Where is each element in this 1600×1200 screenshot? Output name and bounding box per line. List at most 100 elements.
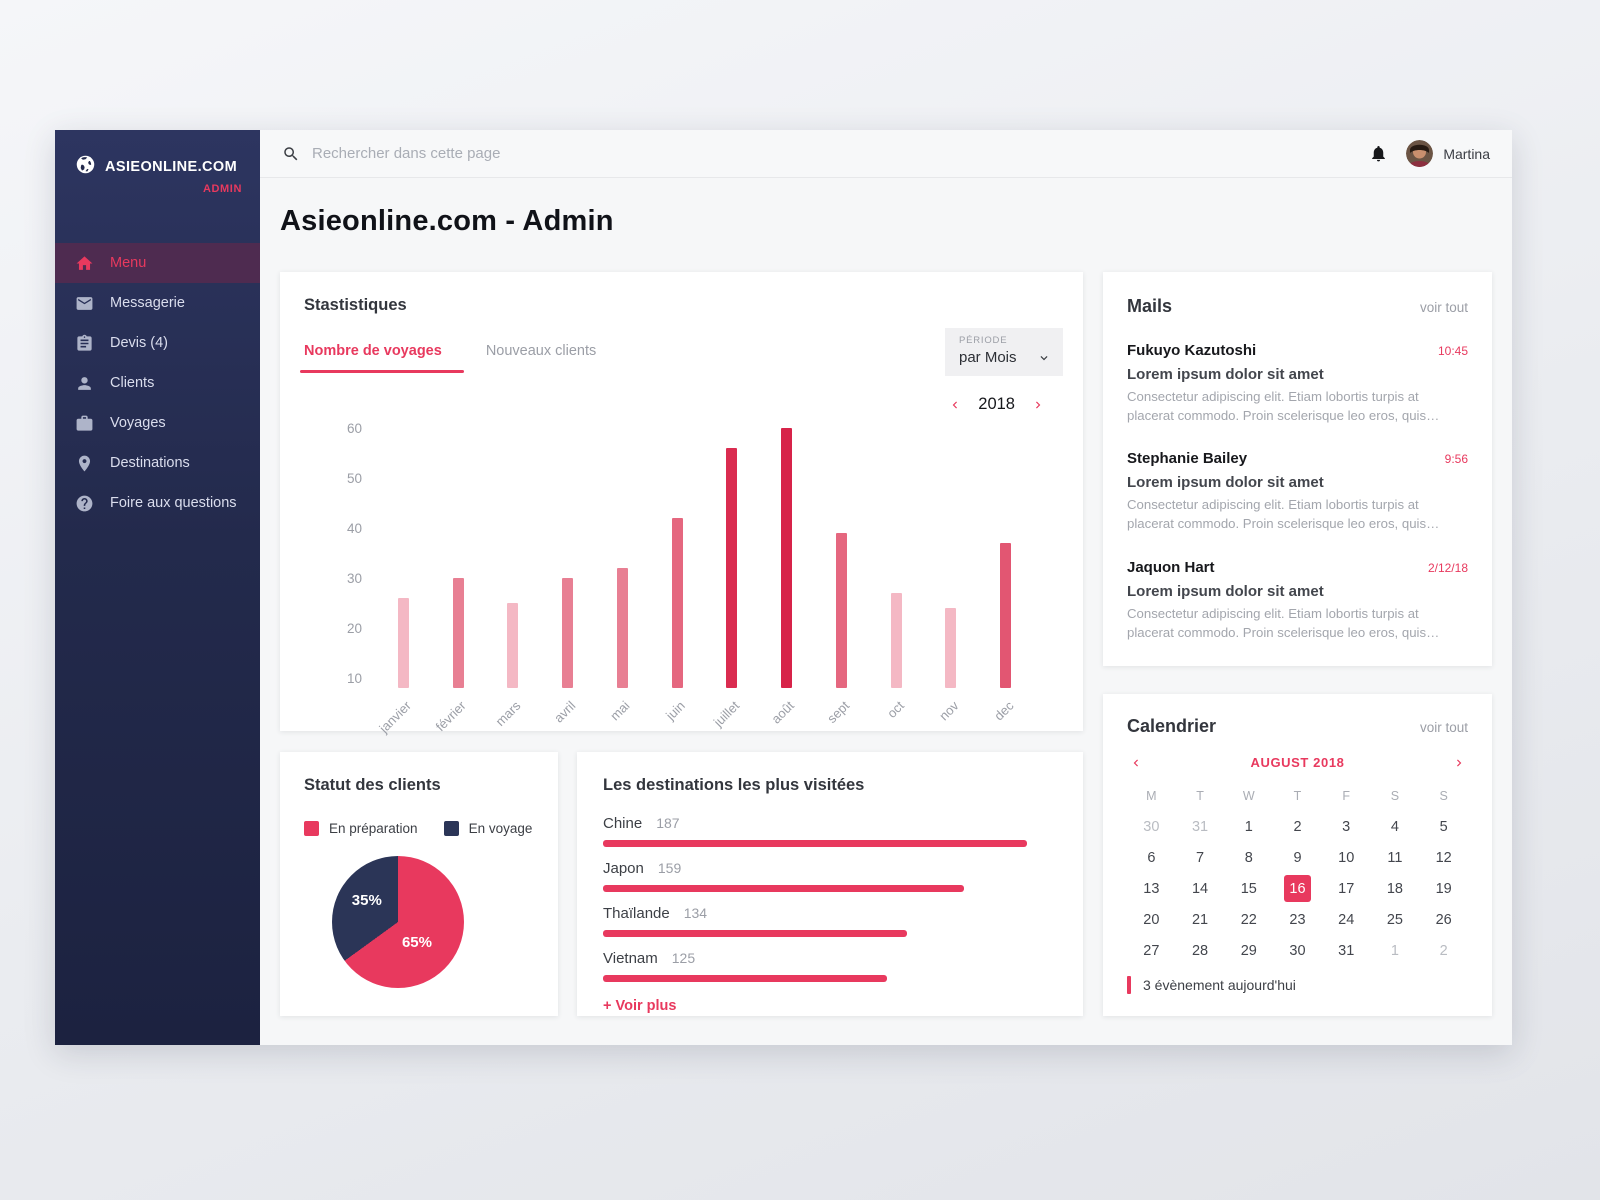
mail-item-head: Stephanie Bailey 9:56 [1127, 450, 1468, 467]
legend-label: En voyage [468, 821, 533, 836]
calendar-day-15[interactable]: 15 [1240, 880, 1257, 897]
calendar-day-30[interactable]: 30 [1143, 818, 1160, 835]
calendar-day-6[interactable]: 6 [1147, 849, 1156, 866]
bar [835, 533, 847, 688]
calendar-day-9[interactable]: 9 [1293, 849, 1302, 866]
calendar-day-17[interactable]: 17 [1338, 880, 1355, 897]
calendar-day-1[interactable]: 1 [1390, 942, 1399, 959]
calendar-grid: M T W T F S S 30 31 1 2 3 4 5 6 7 8 9 10 11 12 13 14 15 16 17 18 19… [1127, 780, 1468, 966]
sidebar-item-clients[interactable]: Clients [55, 363, 260, 403]
calendar-day-5[interactable]: 5 [1439, 818, 1448, 835]
user-menu[interactable]: Martina [1406, 140, 1490, 167]
user-name: Martina [1443, 145, 1490, 162]
calendar-day-31[interactable]: 31 [1191, 818, 1209, 835]
calendar-prev-icon[interactable] [1129, 756, 1143, 770]
mail-time: 2/12/18 [1427, 560, 1468, 575]
mail-sender: Stephanie Bailey [1127, 450, 1248, 468]
destination-value: 159 [657, 860, 682, 876]
year-next-icon[interactable] [1031, 398, 1045, 412]
calendar-day-20[interactable]: 20 [1143, 911, 1160, 928]
calendar-day-10[interactable]: 10 [1338, 849, 1355, 866]
calendar-view-all-link[interactable]: voir tout [1419, 720, 1468, 735]
destination-head: Thaïlande 134 [603, 905, 1057, 922]
bar [890, 593, 902, 688]
see-more-link[interactable]: + Voir plus [603, 998, 677, 1014]
sidebar-item-faq[interactable]: Foire aux questions [55, 483, 260, 523]
calendar-day-26[interactable]: 26 [1435, 911, 1452, 928]
chart-bar-février [431, 418, 486, 688]
tab-nombre-de-voyages[interactable]: Nombre de voyages [300, 343, 464, 373]
pie-legend: En préparation En voyage [304, 821, 534, 836]
destination-head: Japon 159 [603, 860, 1057, 877]
sidebar-item-label: Menu [110, 255, 147, 271]
calendar-day-8[interactable]: 8 [1244, 849, 1253, 866]
calendar-day-12[interactable]: 12 [1435, 849, 1452, 866]
year-prev-icon[interactable] [948, 398, 962, 412]
chart-bar-juin [650, 418, 705, 688]
calendar-day-27[interactable]: 27 [1143, 942, 1160, 959]
mails-view-all-link[interactable]: voir tout [1419, 300, 1468, 315]
sidebar-item-messagerie[interactable]: Messagerie [55, 283, 260, 323]
search-input[interactable] [312, 145, 732, 162]
calendar-day-22[interactable]: 22 [1240, 911, 1257, 928]
calendar-day-7[interactable]: 7 [1196, 849, 1205, 866]
statistics-tabs: Nombre de voyages Nouveaux clients [300, 343, 1059, 373]
calendar-day-24[interactable]: 24 [1338, 911, 1355, 928]
calendar-day-header: W [1242, 788, 1255, 803]
mail-item[interactable]: Jaquon Hart 2/12/18 Lorem ipsum dolor sit … [1127, 559, 1468, 642]
bar-series [376, 418, 1033, 688]
calendar-day-13[interactable]: 13 [1143, 880, 1160, 897]
y-axis-tick: 30 [346, 571, 362, 586]
x-axis-label: nov [936, 698, 962, 724]
mail-item-head: Fukuyo Kazutoshi 10:45 [1127, 342, 1468, 359]
calendar-day-30[interactable]: 30 [1289, 942, 1306, 959]
calendar-day-19[interactable]: 19 [1435, 880, 1452, 897]
destination-row-thaïlande: Thaïlande 134 [603, 905, 1057, 937]
calendar-day-21[interactable]: 21 [1191, 911, 1209, 928]
calendar-day-28[interactable]: 28 [1191, 942, 1209, 959]
destination-row-chine: Chine 187 [603, 815, 1057, 847]
calendar-day-23[interactable]: 23 [1289, 911, 1306, 928]
calendar-day-11[interactable]: 11 [1387, 849, 1403, 866]
sidebar-item-menu[interactable]: Menu [55, 243, 260, 283]
destination-bar [603, 975, 887, 982]
x-axis-label: février [432, 698, 469, 735]
calendar-next-icon[interactable] [1452, 756, 1466, 770]
calendar-day-14[interactable]: 14 [1191, 880, 1209, 897]
sidebar-item-destinations[interactable]: Destinations [55, 443, 260, 483]
bar [1000, 543, 1012, 688]
calendar-day-29[interactable]: 29 [1240, 942, 1257, 959]
legend-item: En préparation [304, 821, 418, 836]
calendar-day-3[interactable]: 3 [1342, 818, 1351, 835]
calendar-events-today: 3 évènement aujourd'hui [1143, 977, 1296, 993]
destination-bar [603, 885, 964, 892]
legend-item: En voyage [443, 821, 533, 836]
chart-bar-avril [540, 418, 595, 688]
mail-subject: Lorem ipsum dolor sit amet [1127, 474, 1324, 492]
calendar-day-2[interactable]: 2 [1439, 942, 1448, 959]
mail-subject: Lorem ipsum dolor sit amet [1127, 582, 1324, 600]
x-axis-label: avril [550, 698, 579, 726]
tab-nouveaux-clients[interactable]: Nouveaux clients [485, 343, 597, 359]
calendar-day-31[interactable]: 31 [1338, 942, 1355, 959]
client-status-title: Statut des clients [304, 776, 441, 794]
chart-bar-mars [486, 418, 541, 688]
x-axis-label: sept [823, 698, 852, 726]
x-axis-label: mars [492, 698, 524, 730]
calendar-day-1[interactable]: 1 [1244, 818, 1253, 835]
chart-bar-nov [924, 418, 979, 688]
period-select[interactable]: PÉRIODE par Mois [945, 328, 1063, 376]
sidebar-item-label: Messagerie [110, 295, 185, 311]
sidebar-item-devis[interactable]: Devis (4) [55, 323, 260, 363]
sidebar-item-voyages[interactable]: Voyages [55, 403, 260, 443]
calendar-day-16[interactable]: 16 [1273, 873, 1322, 904]
calendar-day-25[interactable]: 25 [1386, 911, 1403, 928]
notifications-bell-icon[interactable] [1369, 144, 1388, 163]
mail-item[interactable]: Fukuyo Kazutoshi 10:45 Lorem ipsum dolor s… [1127, 342, 1468, 425]
calendar-day-2[interactable]: 2 [1293, 818, 1302, 835]
bar [507, 603, 519, 688]
mail-item[interactable]: Stephanie Bailey 9:56 Lorem ipsum dolor si… [1127, 450, 1468, 533]
chart-bar-oct [869, 418, 924, 688]
calendar-day-18[interactable]: 18 [1386, 880, 1403, 897]
calendar-day-4[interactable]: 4 [1390, 818, 1399, 835]
